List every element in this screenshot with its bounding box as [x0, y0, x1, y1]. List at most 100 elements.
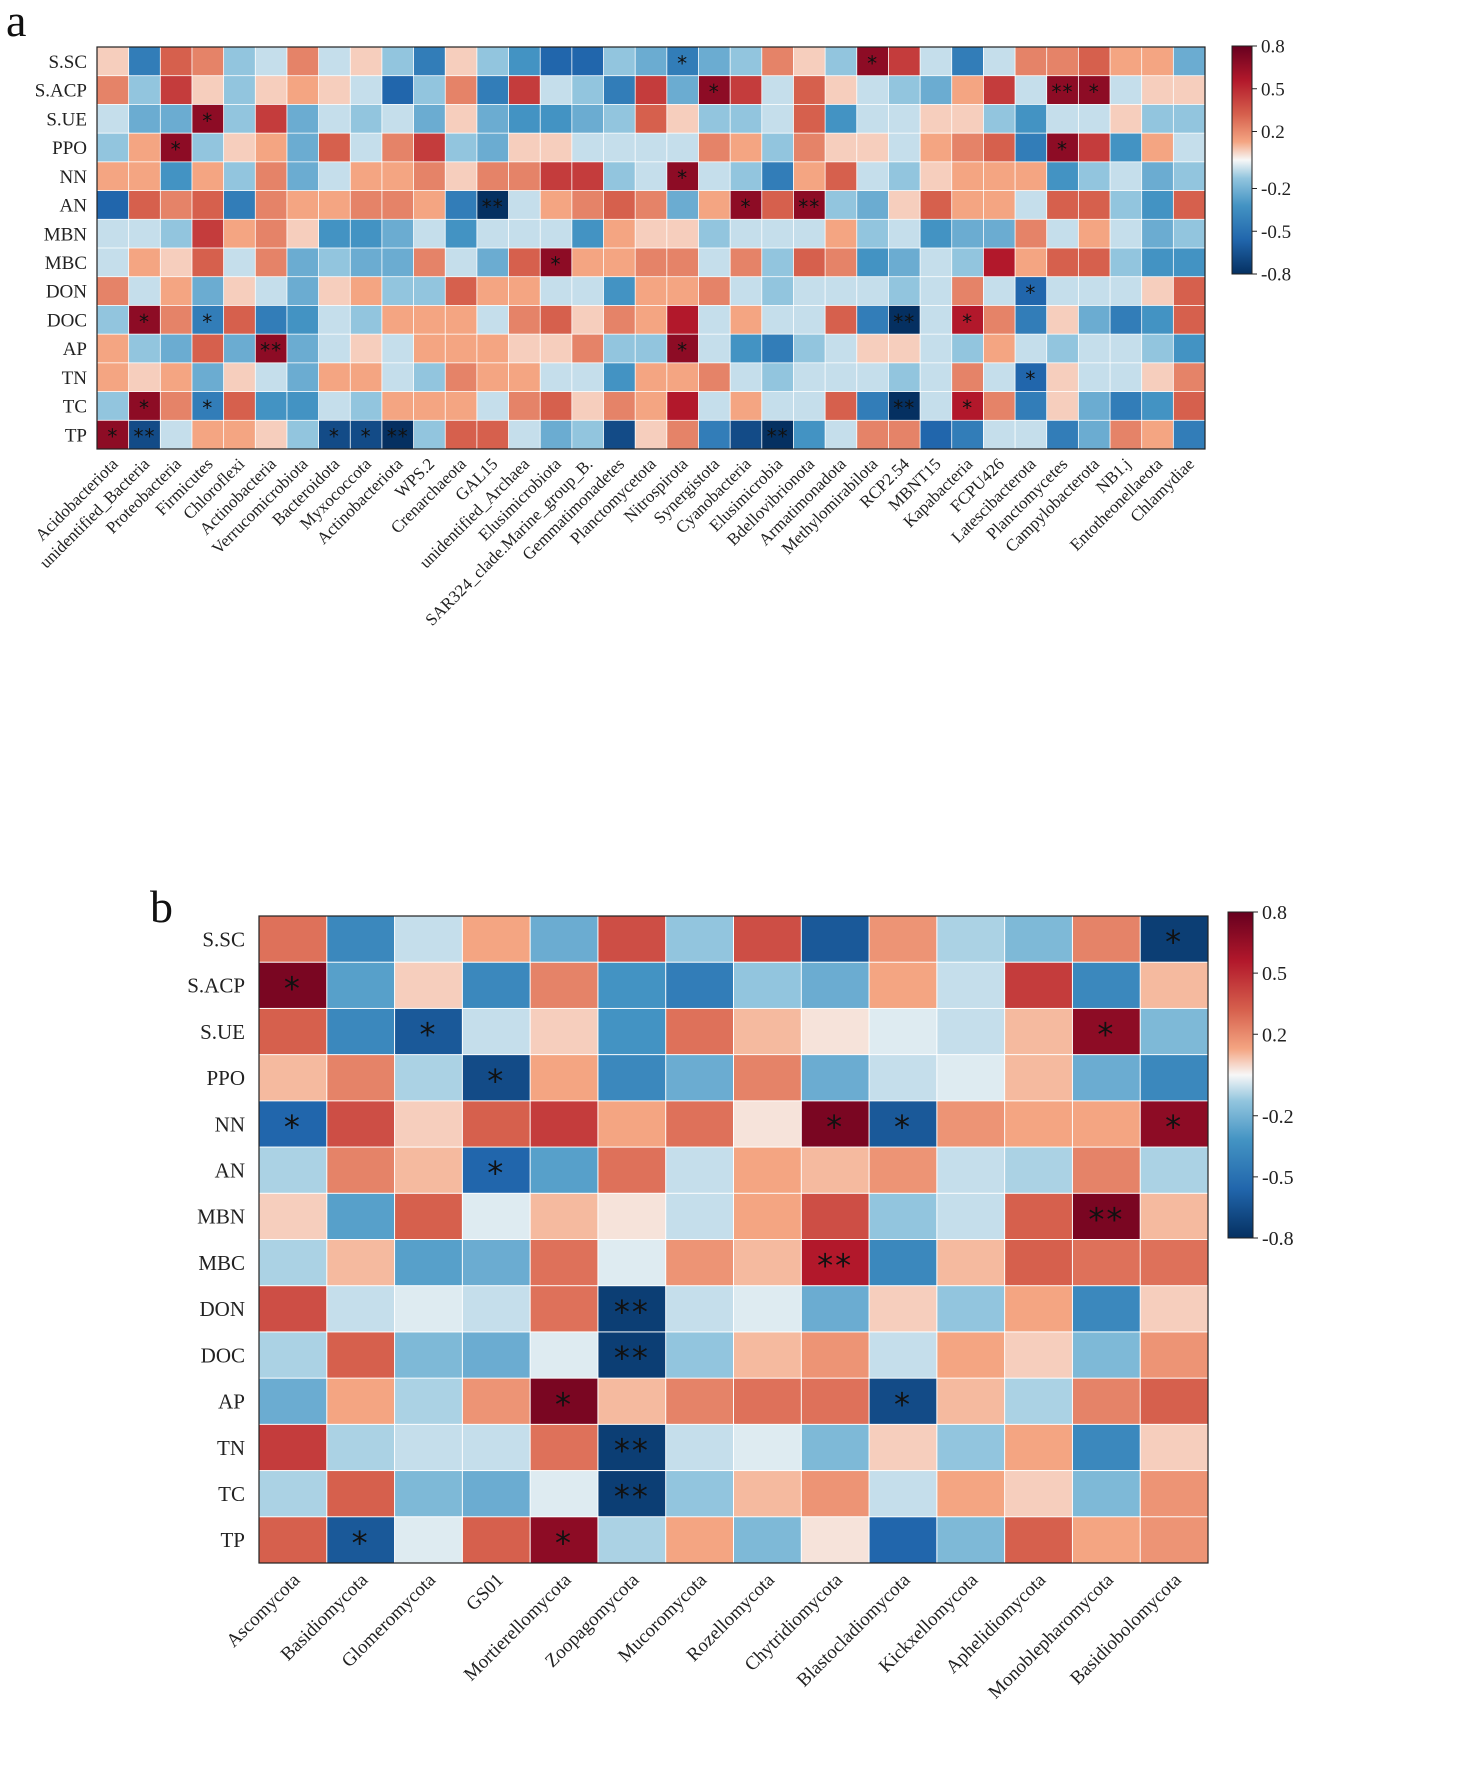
- heatmap-cell-AP-Actinobacteriota: [381, 333, 415, 364]
- heatmap-cell-MBC-Zoopagomycota: [597, 1239, 667, 1287]
- heatmap-cell-S.UE-Rozellomycota: [733, 1007, 803, 1056]
- heatmap-cell-S.UE-Actinobacteria: [254, 104, 288, 134]
- heatmap-cell-MBN-Blastocladiomycota: [868, 1192, 938, 1241]
- heatmap-cell-DON-Aphelidiomycota: [1004, 1285, 1074, 1333]
- heatmap-cell-PPO-Verrucomicrobiota: [286, 132, 320, 163]
- heatmap-cell-TN-Actinobacteria: [254, 362, 288, 393]
- heatmap-cell-MBC-Actinobacteria: [254, 247, 288, 278]
- heatmap-cell-AN-Elusimicrobia: [761, 190, 795, 221]
- heatmap-cell-S.UE-unidentified_Bacteria: [128, 104, 162, 134]
- heatmap-cell-MBC-Planctomycetota: [634, 247, 668, 278]
- heatmap-cell-AP-Mortierellomycota: [529, 1377, 599, 1426]
- heatmap-cell-MBN-WPS.2: [413, 218, 447, 249]
- significance-marker: *: [1025, 281, 1036, 305]
- significance-marker: *: [551, 252, 562, 276]
- heatmap-cell-DON-Nitrospirota: [666, 276, 700, 307]
- row-label: DOC: [47, 310, 87, 331]
- heatmap-cell-DON-Rozellomycota: [733, 1285, 803, 1333]
- heatmap-cell-PPO-Elusimicrobiota: [539, 132, 573, 163]
- heatmap-cell-PPO-Actinobacteria: [254, 132, 288, 163]
- heatmap-cell-DON-Acidobacteriota: [96, 276, 130, 307]
- heatmap-cell-AN-Blastocladiomycota: [868, 1146, 938, 1195]
- heatmap-cell-AN-Campylobacterota: [1077, 190, 1111, 221]
- heatmap-cell-S.SC-Campylobacterota: [1077, 46, 1111, 77]
- heatmap-cell-TP-SAR324_clade.Marine_group_B.: [571, 419, 605, 450]
- heatmap-cell-S.UE-Kickxellomycota: [936, 1007, 1006, 1056]
- heatmap-cell-MBC-SAR324_clade.Marine_group_B.: [571, 247, 605, 278]
- heatmap-cell-S.SC-Myxococcota: [349, 46, 383, 77]
- significance-marker: **: [614, 1339, 650, 1377]
- heatmap-cell-DOC-Nitrospirota: [666, 305, 700, 335]
- heatmap-cell-PPO-Mortierellomycota: [529, 1054, 599, 1102]
- heatmap-cell-MBC-Chloroflexi: [223, 247, 257, 278]
- heatmap-cell-DON-Mortierellomycota: [529, 1285, 599, 1333]
- heatmap-cell-S.UE-unidentified_Archaea: [508, 104, 542, 134]
- heatmap-cell-PPO-Chloroflexi: [223, 132, 257, 163]
- heatmap-cell-S.SC-Zoopagomycota: [597, 915, 667, 964]
- heatmap-cell-MBC-Latescibacterota: [1014, 247, 1048, 278]
- heatmap-cell-MBN-RCP2.54: [888, 218, 921, 249]
- colorbar-tick-label: -0.2: [1261, 179, 1291, 200]
- heatmap-cell-TP-Methylomirabilota: [856, 419, 890, 450]
- heatmap-cell-AP-Planctomycetota: [634, 333, 668, 364]
- significance-marker: *: [171, 138, 182, 162]
- heatmap-cell-TC-Actinobacteria: [254, 391, 288, 422]
- heatmap-cell-AP-Myxococcota: [349, 333, 383, 364]
- heatmap-cell-S.ACP-Mucoromycota: [665, 961, 735, 1010]
- row-label: TP: [220, 1528, 245, 1552]
- heatmap-cell-S.ACP-Synergistota: [698, 75, 731, 106]
- heatmap-cell-AN-Verrucomicrobiota: [286, 190, 320, 221]
- heatmap-cell-TC-Kickxellomycota: [936, 1470, 1006, 1518]
- heatmap-cell-TC-Planctomycetes: [1046, 391, 1080, 422]
- heatmap-cell-TC-Blastocladiomycota: [868, 1470, 938, 1518]
- colorbar: [1231, 45, 1253, 275]
- heatmap-cell-MBC-Cyanobacteria: [729, 247, 763, 278]
- heatmap-cell-PPO-RCP2.54: [888, 132, 921, 163]
- heatmap-cell-DON-FCPU426: [983, 276, 1016, 307]
- heatmap-cell-PPO-WPS.2: [413, 132, 447, 163]
- heatmap-cell-PPO-Ascomycota: [258, 1054, 328, 1102]
- heatmap-cell-DOC-Actinobacteriota: [381, 305, 415, 335]
- heatmap-cell-MBN-Zoopagomycota: [597, 1192, 667, 1241]
- heatmap-cell-DON-Actinobacteria: [254, 276, 288, 307]
- heatmap-cell-TC-Ascomycota: [258, 1470, 328, 1518]
- heatmap-cell-S.ACP-Gemmatimonadetes: [603, 75, 636, 106]
- heatmap-cell-DOC-Basidiomycota: [326, 1331, 396, 1380]
- heatmap-cell-S.ACP-Kapabacteria: [951, 75, 985, 106]
- row-label: MBN: [44, 224, 88, 245]
- heatmap-cell-AN-Elusimicrobiota: [539, 190, 573, 221]
- heatmap-cell-DON-Chloroflexi: [223, 276, 257, 307]
- heatmap-cell-S.SC-Kapabacteria: [951, 46, 985, 77]
- heatmap-cell-DOC-Blastocladiomycota: [868, 1331, 938, 1380]
- heatmap-cell-DOC-Armatimonadota: [824, 305, 858, 335]
- heatmap-cell-AN-Acidobacteriota: [96, 190, 130, 221]
- heatmap-cell-TP-Campylobacterota: [1077, 419, 1111, 450]
- heatmap-cell-S.SC-Mortierellomycota: [529, 915, 599, 964]
- heatmap-cell-PPO-Crenarchaeota: [444, 132, 478, 163]
- heatmap-cell-PPO-Chytridiomycota: [800, 1054, 870, 1102]
- heatmap-cell-TN-Basidiomycota: [326, 1423, 396, 1472]
- heatmap-cell-DOC-Cyanobacteria: [729, 305, 763, 335]
- heatmap-cell-TC-Aphelidiomycota: [1004, 1470, 1074, 1518]
- heatmap-cell-S.SC-Rozellomycota: [733, 915, 803, 964]
- heatmap-cell-S.SC-Aphelidiomycota: [1004, 915, 1074, 964]
- heatmap-cell-TC-Nitrospirota: [666, 391, 700, 422]
- heatmap-cell-MBC-Armatimonadota: [824, 247, 858, 278]
- heatmap-cell-AN-Armatimonadota: [824, 190, 858, 221]
- heatmap-cell-AP-Latescibacterota: [1014, 333, 1048, 364]
- heatmap-cell-PPO-unidentified_Archaea: [508, 132, 542, 163]
- heatmap-cell-TC-Methylomirabilota: [856, 391, 890, 422]
- row-label: TN: [217, 1436, 245, 1460]
- heatmap-cell-MBC-NB1.j: [1109, 247, 1143, 278]
- heatmap-cell-DOC-Myxococcota: [349, 305, 383, 335]
- heatmap-cell-S.ACP-Chytridiomycota: [800, 961, 870, 1010]
- heatmap-cell-TC-Planctomycetota: [634, 391, 668, 422]
- heatmap-cell-DON-NB1.j: [1109, 276, 1143, 307]
- heatmap-cell-S.UE-Planctomycetes: [1046, 104, 1080, 134]
- heatmap-cell-AN-FCPU426: [983, 190, 1016, 221]
- heatmap-cell-AP-Bdellovibrionota: [793, 333, 826, 364]
- heatmap-cell-TP-Rozellomycota: [733, 1516, 803, 1564]
- heatmap-cell-MBC-GAL15: [476, 247, 510, 278]
- heatmap-cell-AP-MBNT15: [919, 333, 953, 364]
- heatmap-cell-TC-NB1.j: [1109, 391, 1143, 422]
